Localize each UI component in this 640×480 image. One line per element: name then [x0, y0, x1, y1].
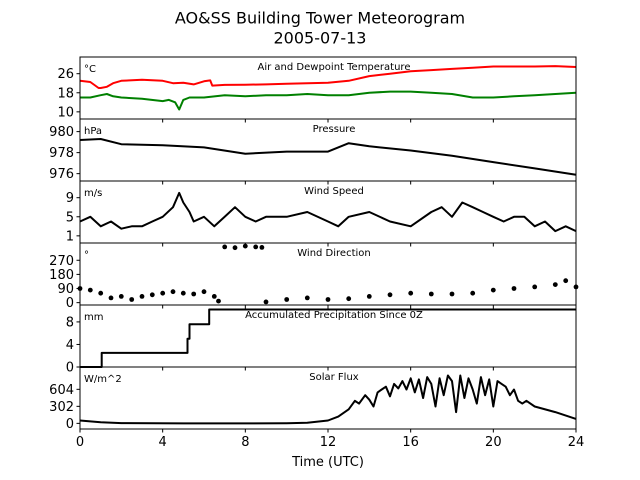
series-line [79, 65, 577, 89]
data-point [470, 290, 476, 296]
panel-unit: mm [84, 312, 103, 323]
data-point [253, 244, 259, 250]
panel-title: Solar Flux [309, 372, 359, 383]
data-point [201, 289, 207, 295]
series-line [79, 374, 577, 425]
data-point [511, 286, 517, 291]
data-point [263, 299, 269, 305]
y-tick-label: 180 [49, 268, 74, 283]
y-tick-label: 8 [66, 315, 74, 330]
data-point [346, 296, 352, 302]
panel-1-series-2 [80, 90, 577, 111]
data-point [98, 290, 104, 296]
y-tick-label: 604 [49, 383, 74, 398]
panel-6: 0 302 604 W/m^2 Solar Flux [49, 366, 577, 433]
series-line [79, 191, 577, 233]
y-tick-label: 0 [66, 296, 74, 311]
data-point [284, 297, 290, 302]
y-tick-label: 4 [66, 338, 74, 353]
panel-unit: m/s [84, 188, 102, 199]
x-tick-label: 0 [76, 435, 84, 450]
y-tick-label: 10 [57, 105, 74, 120]
panel-3-series-1 [79, 191, 577, 233]
y-tick-label: 980 [49, 125, 74, 140]
panel-2-series-1 [79, 138, 577, 176]
data-point [242, 243, 248, 249]
series-line [79, 138, 577, 176]
y-tick-label: 1 [66, 229, 74, 244]
data-point [259, 245, 265, 250]
data-point [160, 290, 166, 296]
panel-3: 1 5 9 m/s Wind Speed [66, 180, 577, 247]
data-point [180, 290, 186, 296]
panel-title: Pressure [313, 124, 356, 135]
panel-unit: hPa [84, 126, 102, 137]
data-point [222, 244, 228, 250]
x-axis-label: Time (UTC) [291, 455, 364, 470]
y-tick-label: 18 [57, 86, 74, 101]
data-point [211, 294, 217, 299]
data-point [118, 294, 124, 299]
panel-1: 10 18 26 °C Air and Dewpoint Temperature [57, 56, 577, 123]
chart-title: AO&SS Building Tower Meteorogram [175, 9, 465, 28]
panel-2: 976 978 980 hPa Pressure [49, 118, 577, 185]
x-axis: 0 4 8 12 16 20 24 [76, 435, 584, 450]
data-point [428, 291, 434, 297]
data-point [449, 291, 455, 297]
y-tick-label: 270 [49, 254, 74, 269]
panel-4-series-1 [77, 243, 579, 305]
data-point [139, 294, 145, 299]
data-point [87, 287, 93, 293]
y-tick-label: 5 [66, 210, 74, 225]
chart-subtitle: 2005-07-13 [274, 29, 367, 48]
panel-title: Wind Speed [304, 186, 364, 197]
y-tick-label: 90 [57, 282, 74, 297]
x-tick-label: 12 [320, 435, 337, 450]
panel-unit: W/m^2 [84, 374, 122, 385]
panel-unit: °C [84, 64, 96, 75]
x-tick-label: 20 [485, 435, 502, 450]
data-point [191, 291, 197, 297]
y-tick-label: 0 [66, 417, 74, 432]
data-point [108, 295, 114, 301]
series-line [80, 90, 577, 111]
y-tick-label: 0 [66, 361, 74, 376]
panel-title: Air and Dewpoint Temperature [258, 62, 411, 73]
panel-1-series-1 [79, 65, 577, 89]
data-point [232, 245, 238, 251]
data-point [149, 292, 155, 298]
x-tick-label: 4 [159, 435, 167, 450]
y-tick-label: 302 [49, 400, 74, 415]
data-point [552, 282, 558, 287]
data-point [129, 297, 135, 302]
x-tick-label: 8 [241, 435, 249, 450]
data-point [170, 289, 176, 295]
panel-unit: ° [84, 250, 89, 261]
data-point [387, 292, 393, 298]
data-point [304, 295, 310, 301]
x-tick-label: 24 [568, 435, 585, 450]
data-point [490, 287, 496, 293]
y-tick-label: 976 [49, 167, 74, 182]
data-point [325, 297, 331, 302]
panel-title: Accumulated Precipitation Since 0Z [245, 310, 423, 321]
data-point [366, 294, 372, 299]
panel-title: Wind Direction [297, 248, 371, 259]
data-point [408, 290, 414, 296]
y-tick-label: 9 [66, 191, 74, 206]
data-point [216, 298, 221, 304]
y-tick-label: 978 [49, 146, 74, 161]
data-point [563, 278, 569, 284]
panel-5: 0 4 8 mm Accumulated Precipitation Since 0Z [66, 304, 577, 376]
data-point [532, 284, 538, 290]
x-tick-label: 16 [402, 435, 419, 450]
y-tick-label: 26 [57, 67, 74, 82]
panel-6-series-1 [79, 374, 577, 425]
